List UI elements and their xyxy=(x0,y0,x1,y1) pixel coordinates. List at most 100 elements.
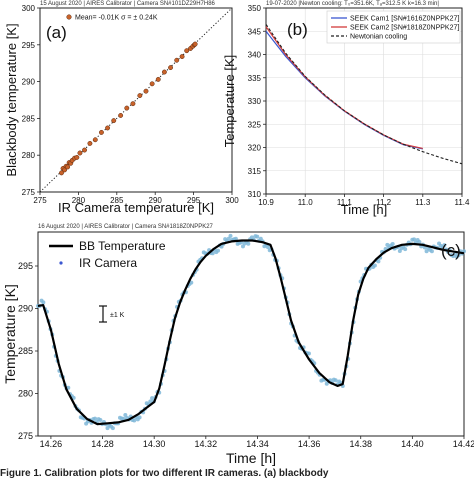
ir-point xyxy=(240,244,245,249)
panel-a-reference-line xyxy=(39,7,233,193)
ir-point xyxy=(412,237,417,242)
y-tick-label: 280 xyxy=(18,389,33,399)
panel-b-legend-cam1: SEEK Cam1 [SN#1616Z0NPPK27] xyxy=(350,16,459,23)
y-tick-label: 290 xyxy=(22,78,36,87)
panel-b-legend-box xyxy=(326,10,461,44)
panel-c-x-label: Time [h] xyxy=(226,450,276,466)
scatter-point xyxy=(143,88,149,94)
y-tick-label: 345 xyxy=(248,27,262,36)
x-tick-label: 11.4 xyxy=(455,198,471,207)
scatter-point xyxy=(174,57,180,63)
panel-a-header: 15 August 2020 | AIRES Calibrator | Came… xyxy=(40,1,216,7)
scatter-point xyxy=(192,41,198,47)
series-line-newtonian xyxy=(265,23,463,165)
scatter-point xyxy=(74,154,80,160)
x-tick-label: 285 xyxy=(110,196,124,205)
figure-caption: Figure 1. Calibration plots for two diff… xyxy=(0,468,329,479)
panel-c-y-ticks: 275 280 285 290 295 xyxy=(18,261,38,441)
x-tick-label: 11.3 xyxy=(415,198,431,207)
ir-point xyxy=(123,412,128,417)
scatter-point xyxy=(65,164,71,170)
y-tick-label: 285 xyxy=(18,346,33,356)
ir-point xyxy=(98,417,103,422)
x-tick-label: 11.2 xyxy=(376,198,392,207)
scatter-point xyxy=(184,48,190,54)
ir-point xyxy=(372,263,377,268)
panel-c-legend-marker-ir xyxy=(59,261,63,265)
panel-c-bb-line-group xyxy=(37,239,465,426)
x-tick-label: 14.38 xyxy=(349,439,372,449)
ir-point xyxy=(41,300,46,305)
y-tick-label: 285 xyxy=(22,114,36,123)
panel-b-x-ticks: 10.9 11.0 11.1 11.2 11.3 11.4 xyxy=(258,194,470,207)
scatter-point xyxy=(161,69,167,75)
x-tick-label: 14.42 xyxy=(453,439,474,449)
scatter-point xyxy=(149,81,155,87)
panel-a-y-label: Blackbody temperature [K] xyxy=(4,23,19,176)
scatter-point xyxy=(98,129,104,135)
x-tick-label: 14.30 xyxy=(143,439,166,449)
scatter-point xyxy=(77,150,83,156)
x-tick-label: 14.36 xyxy=(298,439,321,449)
x-tick-label: 14.34 xyxy=(246,439,269,449)
scatter-point xyxy=(137,93,143,99)
panel-a-x-label: IR Camera temperature [K] xyxy=(58,200,214,215)
panel-b-series xyxy=(265,23,463,165)
x-tick-label: 11.1 xyxy=(337,198,353,207)
y-tick-label: 295 xyxy=(22,41,36,50)
ir-point xyxy=(390,241,395,246)
panel-b-y-ticks: 310 315 320 325 330 335 340 345 350 xyxy=(248,4,266,199)
ir-point xyxy=(93,416,98,421)
scatter-point xyxy=(130,101,136,107)
x-tick-label: 14.40 xyxy=(401,439,424,449)
ir-point xyxy=(216,248,221,253)
x-tick-label: 14.32 xyxy=(195,439,218,449)
y-tick-label: 320 xyxy=(248,144,262,153)
panel-a-points xyxy=(59,41,198,176)
panel-c-annotation: ±1 K xyxy=(110,312,125,319)
panel-a-legend-marker xyxy=(66,14,72,20)
bb-temperature-line xyxy=(37,239,465,426)
panel-b-label: (b) xyxy=(287,20,308,39)
panel-a-scatter: 15 August 2020 | AIRES Calibrator | Came… xyxy=(4,1,239,215)
scatter-point xyxy=(168,65,174,71)
x-tick-label: 14.26 xyxy=(40,439,63,449)
ir-point xyxy=(255,234,260,239)
x-tick-label: 275 xyxy=(33,196,47,205)
scatter-point xyxy=(82,147,87,153)
panel-c-x-ticks: 14.26 14.28 14.30 14.32 14.34 14.36 14.38 14.40… xyxy=(40,436,474,449)
ir-point xyxy=(150,396,155,401)
ir-point xyxy=(233,236,238,241)
panel-b-legend: SEEK Cam1 [SN#1616Z0NPPK27] SEEK Cam2 [S… xyxy=(326,10,461,44)
x-tick-label: 280 xyxy=(72,196,86,205)
y-tick-label: 330 xyxy=(248,97,262,106)
scatter-point xyxy=(105,125,111,131)
ir-point xyxy=(333,378,338,383)
x-tick-label: 14.28 xyxy=(91,439,114,449)
ir-point xyxy=(265,245,270,250)
ir-point xyxy=(105,426,110,431)
y-tick-label: 325 xyxy=(248,120,262,129)
ir-point xyxy=(403,247,408,252)
y-tick-label: 280 xyxy=(22,151,36,160)
panel-b-header: 19-07-2020 |Newton cooling: T₀=351.6K, T… xyxy=(266,1,439,7)
panel-a-label: (a) xyxy=(46,23,67,42)
ir-point xyxy=(442,243,447,248)
x-tick-label: 300 xyxy=(225,196,239,205)
x-tick-label: 10.9 xyxy=(258,198,274,207)
panel-c-timeseries: 16 August 2020 | AIRES Calibrator | Came… xyxy=(2,224,474,466)
panel-c-header: 16 August 2020 | AIRES Calibrator | Came… xyxy=(38,224,214,230)
y-tick-label: 310 xyxy=(248,190,262,199)
y-tick-label: 300 xyxy=(22,4,36,13)
x-tick-label: 11.0 xyxy=(298,198,314,207)
y-tick-label: 350 xyxy=(248,4,262,13)
ir-point xyxy=(132,418,137,423)
panel-b-legend-newton: Newtonian cooling xyxy=(350,34,407,41)
scatter-point xyxy=(124,105,130,111)
y-tick-label: 295 xyxy=(18,261,33,271)
panel-c-legend-ir: IR Camera xyxy=(79,256,137,270)
scatter-point xyxy=(59,170,64,176)
y-tick-label: 335 xyxy=(248,74,262,83)
x-tick-label: 290 xyxy=(149,196,163,205)
